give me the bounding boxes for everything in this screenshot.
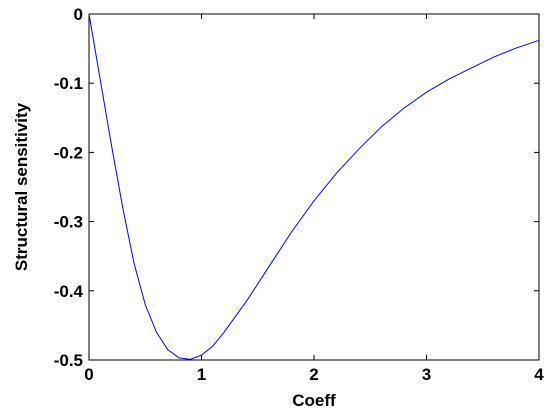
y-axis-title: Structural sensitivity [12, 102, 31, 271]
y-tick-label: -0.1 [54, 74, 83, 93]
y-tick-label: -0.4 [54, 282, 84, 301]
axis-ticks [88, 13, 540, 361]
y-tick-label: 0 [74, 5, 83, 24]
y-tick-label: -0.3 [54, 213, 83, 232]
series-layer [88, 13, 540, 360]
x-tick-label: 1 [197, 365, 206, 384]
y-tick-label: -0.2 [54, 143, 83, 162]
series-line [88, 13, 540, 360]
x-axis-title: Coeff [292, 391, 336, 410]
y-tick-label: -0.5 [54, 351, 83, 370]
x-tick-label: 4 [534, 365, 544, 384]
x-tick-label: 3 [422, 365, 431, 384]
x-tick-label: 0 [84, 365, 93, 384]
x-tick-label: 2 [309, 365, 318, 384]
tick-labels: 0 1 2 3 4 0 -0.1 -0.2 -0.3 -0.4 -0.5 [54, 5, 545, 384]
plot-area [88, 13, 540, 361]
